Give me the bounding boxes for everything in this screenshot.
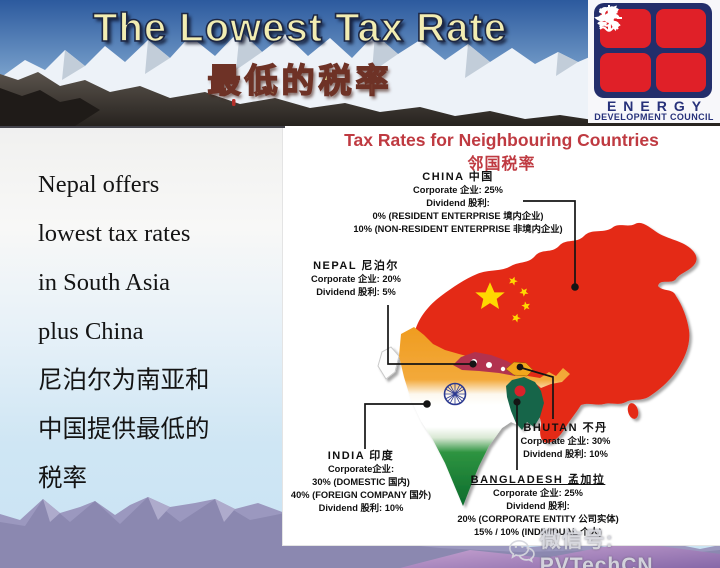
bhutan-callout-line (521, 367, 554, 419)
nepal-label: NEPAL 尼泊尔 Corporate 企业: 20% Dividend 股利:… (311, 260, 401, 297)
nepal-anchor-dot (469, 360, 477, 368)
china-callout-line (523, 200, 576, 285)
statement-line: 税率 (38, 465, 87, 492)
statement-line: 尼泊尔为南亚和 (38, 367, 210, 394)
logo-org-subname: DEVELOPMENT COUNCIL (594, 112, 714, 122)
wechat-icon (509, 539, 535, 563)
statement-line: 中国提供最低的 (38, 416, 210, 443)
energy-development-council-logo: ENERGY DEVELOPMENT COUNCIL (588, 0, 720, 123)
statement-block: Nepal offers lowest tax rates in South A… (38, 160, 288, 503)
nepal-callout-line (387, 305, 470, 365)
india-callout-line (364, 403, 424, 449)
india-anchor-dot (423, 400, 431, 408)
map-title: Tax Rates for Neighbouring Countries (344, 130, 659, 150)
china-shape (415, 222, 697, 443)
climber-figure (232, 99, 236, 106)
tax-map-panel: Tax Rates for Neighbouring Countries 邻国税… (283, 125, 720, 545)
statement-line: in South Asia (38, 269, 171, 296)
wind-turbine-icon (594, 5, 706, 92)
hydro-icon (597, 6, 651, 92)
statement-line: Nepal offers (38, 171, 160, 198)
bhutan-anchor-dot (516, 363, 524, 371)
watermark-text: 微信号: PVTechCN (539, 529, 654, 568)
bangladesh-flag-disc (514, 385, 526, 397)
bhutan-label: BHUTAN 不丹 Corporate 企业: 30% Dividend 股利:… (520, 422, 611, 459)
india-shape (399, 327, 570, 506)
logo-org-name: ENERGY (606, 98, 709, 114)
banner-divider (0, 126, 285, 128)
hainan-island-shape (627, 403, 639, 419)
bangladesh-anchor-dot (513, 398, 521, 406)
logo-board (594, 3, 712, 98)
map-subtitle-chinese: 邻国税率 (467, 156, 536, 173)
bangladesh-label: BANGLADESH 孟加拉 Corporate 企业: 25% Dividen… (457, 474, 619, 537)
statement-line: lowest tax rates (38, 220, 191, 247)
slide-subtitle-chinese: 最低的税率 (207, 61, 393, 100)
china-flag-stars (475, 276, 530, 323)
banner: The Lowest Tax Rate 最低的税率 (0, 0, 720, 126)
india-label: INDIA 印度 Corporate企业: 30% (DOMESTIC 国内) … (290, 450, 432, 513)
ashoka-chakra (443, 382, 467, 406)
china-label: CHINA 中国 Corporate 企业: 25% Dividend 股利: … (353, 171, 563, 234)
plant-icon (597, 6, 706, 48)
slide-title: The Lowest Tax Rate (92, 5, 507, 51)
watermark: 微信号: PVTechCN (508, 524, 720, 568)
china-anchor-dot (571, 283, 579, 291)
map-graphic (364, 200, 697, 506)
statement-line: plus China (38, 318, 144, 345)
